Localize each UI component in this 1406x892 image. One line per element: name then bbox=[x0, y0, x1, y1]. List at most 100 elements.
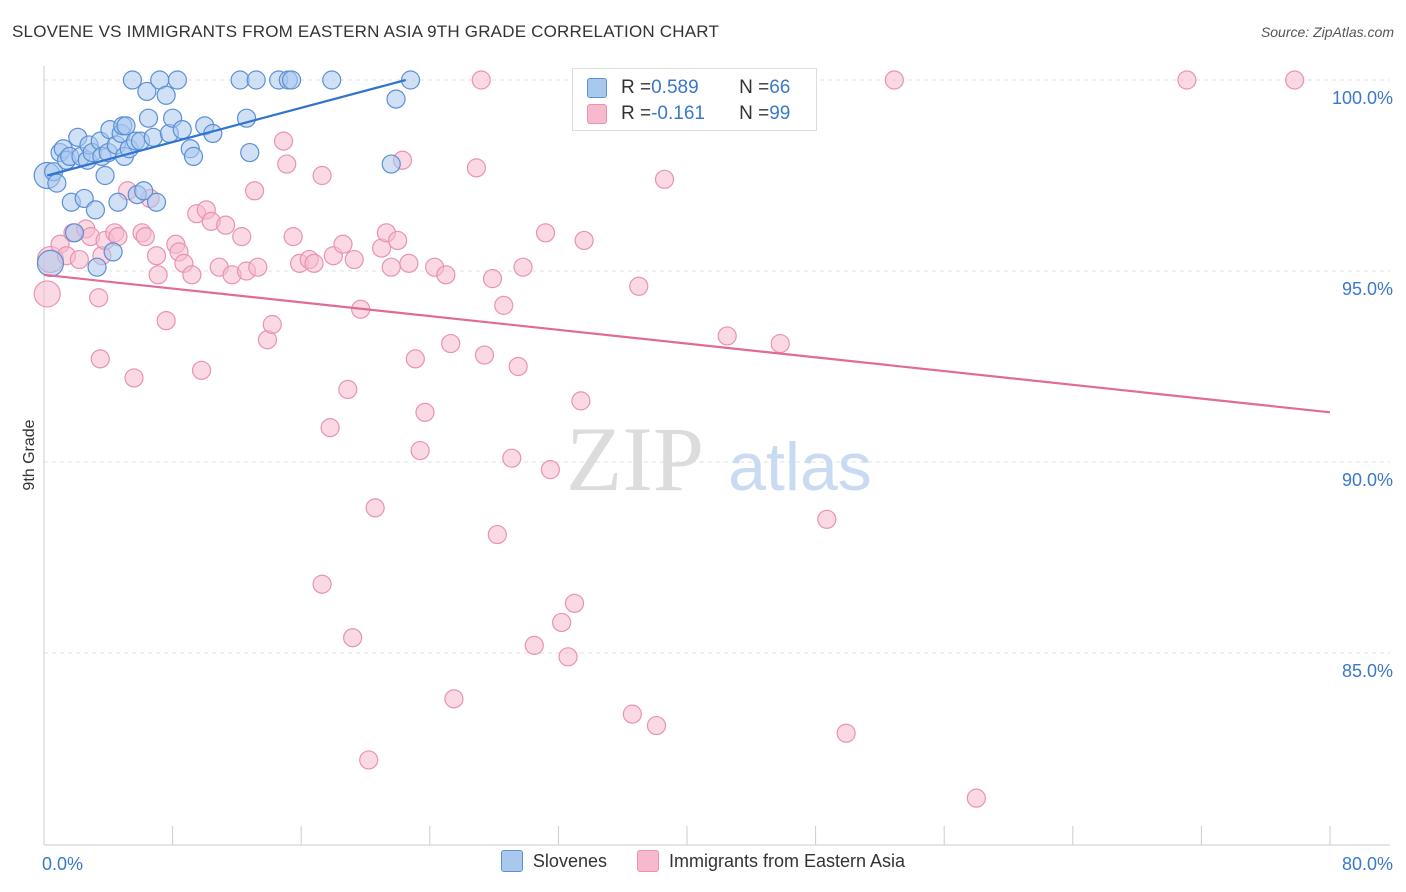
data-point bbox=[69, 249, 89, 270]
data-point bbox=[134, 181, 154, 201]
data-point bbox=[338, 379, 358, 400]
stats-swatch-slovenes bbox=[587, 78, 607, 98]
stats-n-label: N = bbox=[739, 103, 770, 124]
data-point bbox=[146, 192, 167, 212]
data-point bbox=[36, 249, 65, 277]
legend-swatch-slovenes bbox=[500, 850, 523, 872]
stats-n-label: N = bbox=[739, 77, 770, 98]
data-point bbox=[246, 70, 266, 90]
stats-r-label: R = bbox=[621, 103, 652, 124]
data-point bbox=[116, 116, 136, 136]
data-point bbox=[513, 257, 533, 277]
data-point bbox=[482, 269, 503, 289]
data-point bbox=[312, 165, 332, 186]
data-point bbox=[33, 280, 61, 308]
data-point bbox=[1285, 70, 1305, 90]
data-point bbox=[156, 85, 176, 105]
data-point bbox=[167, 70, 188, 90]
data-point bbox=[344, 249, 364, 270]
data-point bbox=[444, 689, 464, 709]
data-point bbox=[47, 173, 67, 193]
data-point bbox=[244, 181, 265, 201]
data-point bbox=[64, 223, 85, 243]
data-point bbox=[405, 349, 425, 369]
data-point bbox=[441, 333, 461, 354]
y-tick-label: 100.0% bbox=[1332, 88, 1393, 108]
data-point bbox=[966, 788, 986, 808]
data-point bbox=[399, 253, 419, 273]
data-point bbox=[622, 704, 642, 724]
data-point bbox=[216, 215, 236, 235]
trend-lines bbox=[43, 78, 1331, 414]
x-tick-label: 80.0% bbox=[1342, 854, 1393, 874]
stats-swatch-immigrants bbox=[587, 104, 607, 124]
data-point bbox=[381, 154, 401, 174]
data-point bbox=[122, 70, 143, 90]
data-point bbox=[494, 295, 514, 315]
data-point bbox=[571, 391, 591, 411]
data-point bbox=[535, 223, 556, 243]
data-point bbox=[487, 524, 507, 545]
data-point bbox=[574, 230, 594, 251]
watermark: ZIP atlas bbox=[566, 408, 872, 510]
watermark-zip: ZIP bbox=[566, 408, 704, 510]
trend-line-immigrants bbox=[43, 273, 1331, 414]
stats-legend: R = 0.589 N = 66 R = -0.161 N = 99 bbox=[572, 68, 817, 131]
data-point bbox=[558, 647, 578, 667]
data-point bbox=[333, 234, 353, 254]
data-point bbox=[138, 108, 159, 128]
data-point bbox=[74, 188, 94, 209]
data-point bbox=[273, 131, 294, 151]
x-tick-label: 0.0% bbox=[42, 854, 83, 874]
legend-item-immigrants: Immigrants from Eastern Asia bbox=[636, 850, 906, 872]
data-point bbox=[502, 448, 522, 468]
data-point bbox=[146, 246, 167, 266]
y-axis-label: 9th Grade bbox=[21, 419, 38, 490]
data-point bbox=[277, 154, 297, 174]
data-point bbox=[143, 127, 163, 147]
y-tick-label: 95.0% bbox=[1342, 279, 1393, 299]
data-point bbox=[552, 612, 572, 633]
data-point bbox=[87, 257, 107, 277]
data-point bbox=[232, 227, 252, 247]
data-point bbox=[124, 368, 144, 388]
data-point bbox=[415, 402, 435, 422]
data-point bbox=[436, 265, 456, 285]
data-point bbox=[240, 142, 260, 163]
data-point bbox=[564, 593, 585, 613]
data-point bbox=[262, 314, 282, 335]
legend-item-slovenes: Slovenes bbox=[500, 850, 607, 872]
data-point bbox=[410, 440, 430, 461]
data-point bbox=[230, 70, 250, 90]
axes bbox=[43, 66, 1390, 846]
data-point bbox=[183, 146, 204, 166]
data-point bbox=[312, 574, 332, 594]
stats-r-value: -0.161 bbox=[651, 103, 705, 124]
data-point bbox=[156, 311, 176, 331]
series-immigrants-eastern-asia bbox=[33, 70, 1305, 808]
legend-label-immigrants: Immigrants from Eastern Asia bbox=[668, 850, 906, 871]
source-label: Source: ZipAtlas.com bbox=[1260, 24, 1394, 40]
data-point bbox=[381, 257, 401, 277]
data-point bbox=[343, 628, 363, 648]
stats-row-immigrants: R = -0.161 N = 99 bbox=[587, 103, 790, 125]
data-point bbox=[248, 257, 268, 277]
data-point bbox=[474, 345, 495, 365]
data-point bbox=[466, 158, 487, 178]
data-point bbox=[508, 356, 528, 377]
data-point bbox=[148, 265, 168, 285]
stats-n-value: 99 bbox=[769, 103, 791, 124]
legend-label-slovenes: Slovenes bbox=[532, 850, 607, 871]
data-point bbox=[817, 509, 837, 529]
data-point bbox=[717, 326, 737, 346]
data-point bbox=[471, 70, 491, 90]
data-point bbox=[89, 288, 109, 308]
data-point bbox=[304, 253, 324, 273]
data-point bbox=[182, 265, 202, 285]
data-point bbox=[103, 242, 123, 262]
watermark-atlas: atlas bbox=[728, 429, 872, 505]
data-point bbox=[884, 70, 904, 90]
stats-r-label: R = bbox=[621, 77, 652, 98]
y-tick-label: 90.0% bbox=[1342, 470, 1393, 490]
